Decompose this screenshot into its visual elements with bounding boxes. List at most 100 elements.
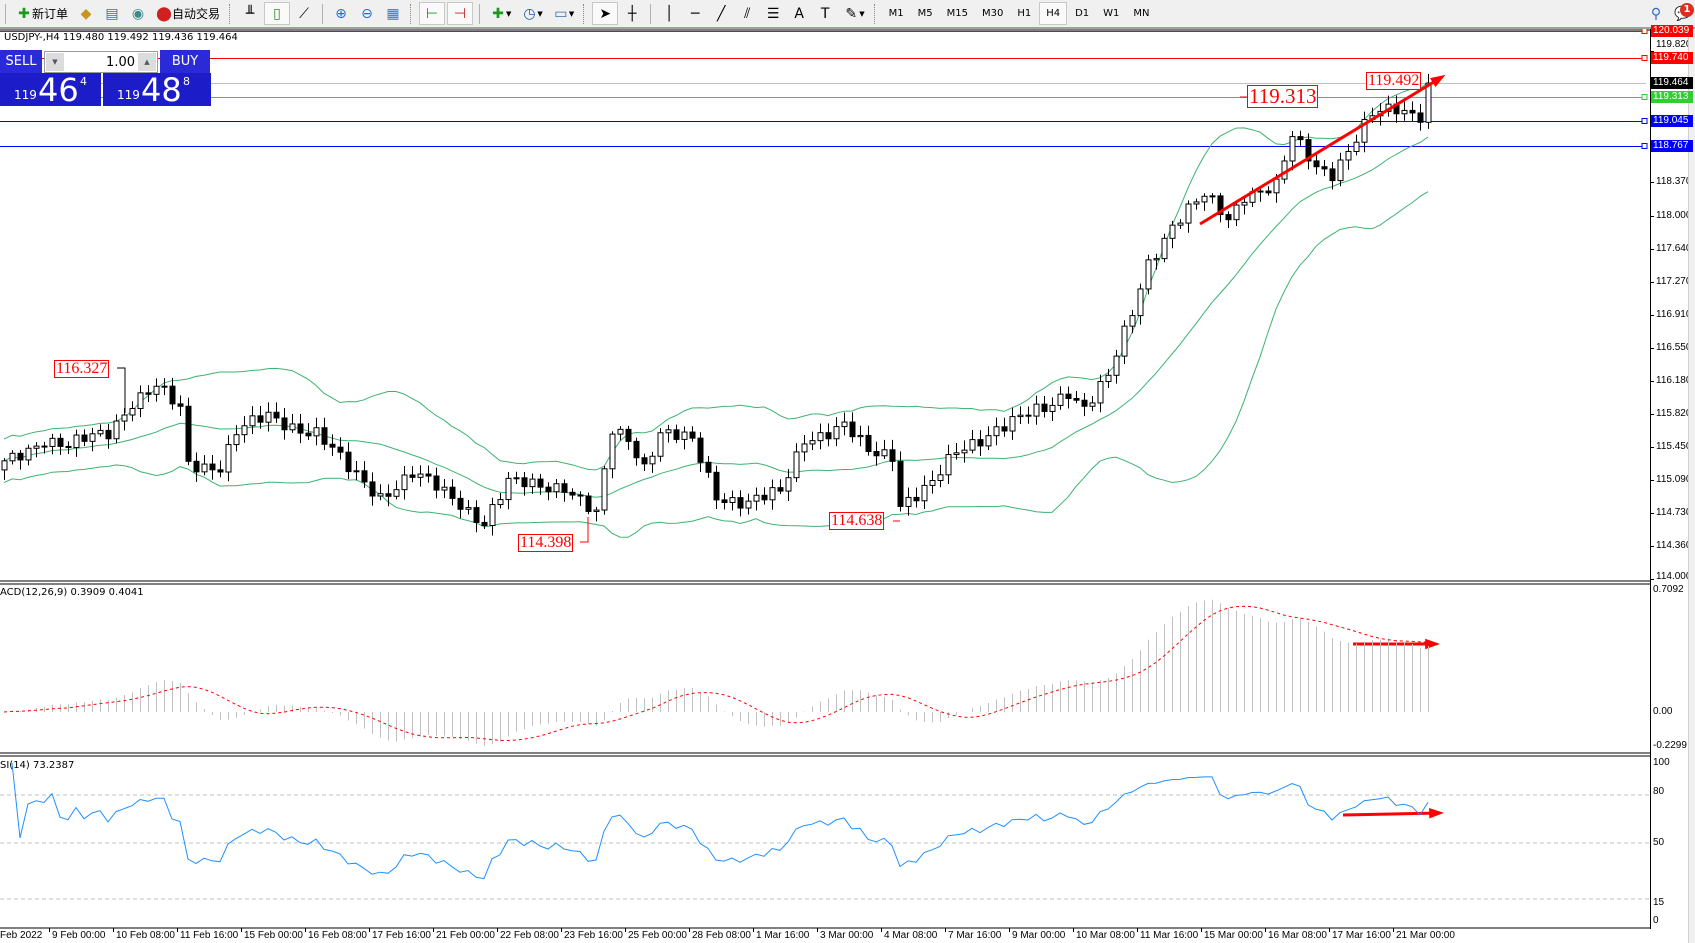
time-tick: [1137, 928, 1138, 932]
candle-body: [89, 433, 96, 442]
sell-price-button[interactable]: 119 46 4: [0, 71, 101, 109]
timeframe-m15[interactable]: M15: [946, 8, 968, 19]
candle-body: [1361, 118, 1368, 143]
candle-body: [881, 449, 888, 457]
signals-button[interactable]: ◉: [126, 2, 150, 25]
candle-body: [873, 451, 880, 457]
indicators-button[interactable]: ✚ ▼: [486, 2, 515, 25]
lot-increase-button[interactable]: ▲: [138, 53, 156, 71]
candle-body: [1321, 166, 1328, 170]
buy-price-button[interactable]: 119 48 8: [103, 71, 211, 109]
timeframe-m30[interactable]: M30: [981, 8, 1004, 19]
price-annotation: 116.327: [54, 360, 110, 378]
candle-body: [1329, 168, 1336, 182]
candle-body: [305, 432, 312, 437]
candle-body: [1169, 224, 1176, 239]
line-handle: [1641, 118, 1648, 124]
trendline-button[interactable]: ╱: [709, 2, 733, 25]
candlestick-button[interactable]: ▯: [264, 2, 291, 25]
time-label: 9 Mar 00:00: [1012, 930, 1066, 941]
macd-signal-line: [3, 605, 1429, 742]
text-button[interactable]: A: [787, 2, 811, 25]
candle-body: [113, 420, 120, 440]
lot-decrease-button[interactable]: ▼: [46, 53, 64, 71]
trend-arrow-head: [1430, 74, 1446, 88]
window-edge: [1688, 29, 1695, 943]
timeframe-mn[interactable]: MN: [1133, 8, 1150, 19]
templates-button[interactable]: ▭ ▼: [549, 2, 578, 25]
time-label: Feb 2022: [0, 930, 43, 941]
navigator-button[interactable]: ▤: [100, 2, 124, 25]
crosshair-button[interactable]: ┼: [620, 2, 644, 25]
candle-body: [945, 454, 952, 476]
timeframe-d1[interactable]: D1: [1075, 8, 1090, 19]
candle-body: [1025, 414, 1032, 417]
autoscroll-button[interactable]: ⊣: [447, 2, 474, 25]
fibonacci-button[interactable]: ☰: [761, 2, 785, 25]
periods-button[interactable]: ◷ ▼: [517, 2, 546, 25]
toolbar-grip[interactable]: [583, 3, 587, 24]
candle-body: [1337, 159, 1344, 182]
toolbar-grip[interactable]: [873, 3, 878, 24]
text-icon: A: [794, 5, 804, 22]
timeframe-w1[interactable]: W1: [1103, 8, 1120, 19]
candle-body: [1041, 403, 1048, 412]
chart-canvas[interactable]: [0, 29, 1650, 929]
chart-window[interactable]: [0, 29, 1650, 929]
candle-body: [321, 427, 328, 445]
auto-trading-button[interactable]: ⬤ 自动交易: [152, 2, 224, 25]
candle-body: [665, 429, 672, 434]
candle-body: [489, 504, 496, 527]
sell-button[interactable]: SELL: [0, 50, 42, 74]
bar-chart-button[interactable]: ╨: [238, 2, 262, 25]
candle-body: [1097, 381, 1104, 404]
price-tick-label: 115.450: [1656, 441, 1692, 452]
candle-body: [1001, 426, 1008, 432]
lot-size-stepper[interactable]: ▼ ▲: [44, 51, 158, 73]
candle-body: [1225, 214, 1232, 221]
market-watch-button[interactable]: ◆: [74, 2, 98, 25]
cursor-button[interactable]: ➤: [592, 2, 619, 25]
vertical-line-button[interactable]: │: [657, 2, 681, 25]
chart-shift-button[interactable]: ⊢: [419, 2, 446, 25]
candle-body: [529, 478, 536, 488]
timeframe-h4[interactable]: H4: [1039, 2, 1068, 25]
candle-body: [1065, 393, 1072, 400]
zoom-in-button[interactable]: ⊕: [329, 2, 353, 25]
bollinger-middle: [3, 136, 1429, 498]
toolbar-grip[interactable]: [229, 3, 233, 24]
text-label-button[interactable]: T: [813, 2, 837, 25]
timeframe-h1[interactable]: H1: [1017, 8, 1032, 19]
candle-body: [249, 415, 256, 427]
toolbar-grip[interactable]: [410, 3, 414, 24]
candle-body: [1033, 403, 1040, 417]
time-tick: [689, 928, 690, 932]
buy-button[interactable]: BUY: [160, 50, 210, 74]
lot-size-input[interactable]: [65, 53, 135, 71]
rsi-tick-label: 50: [1653, 837, 1665, 848]
price-tick: [1650, 546, 1654, 547]
timeframe-m5[interactable]: M5: [917, 8, 933, 19]
equidistant-channel-button[interactable]: ⫽: [735, 2, 759, 25]
candle-body: [817, 432, 824, 442]
crosshair-icon: ┼: [627, 5, 637, 22]
horizontal-line-button[interactable]: ─: [683, 2, 707, 25]
zoom-out-button[interactable]: ⊖: [355, 2, 379, 25]
search-button[interactable]: ⚲: [1644, 2, 1668, 25]
candle-body: [977, 439, 984, 447]
candle-body: [25, 447, 32, 461]
price-tick-label: 116.550: [1656, 342, 1692, 353]
auto-trading-label: 自动交易: [172, 7, 221, 21]
new-order-button[interactable]: ✚ 新订单: [12, 2, 72, 25]
candle-body: [633, 440, 640, 459]
arrows-button[interactable]: ✎ ▼: [839, 2, 868, 25]
candle-body: [553, 483, 560, 493]
trendline-icon: ╱: [716, 5, 726, 22]
candle-body: [273, 411, 280, 419]
tile-windows-button[interactable]: ▦: [381, 2, 405, 25]
timeframe-m1[interactable]: M1: [888, 8, 904, 19]
line-chart-button[interactable]: ⟋: [292, 2, 316, 25]
toolbar-separator: [479, 3, 481, 24]
candle-body: [641, 457, 648, 465]
notifications-button[interactable]: 💬 1: [1670, 2, 1694, 25]
